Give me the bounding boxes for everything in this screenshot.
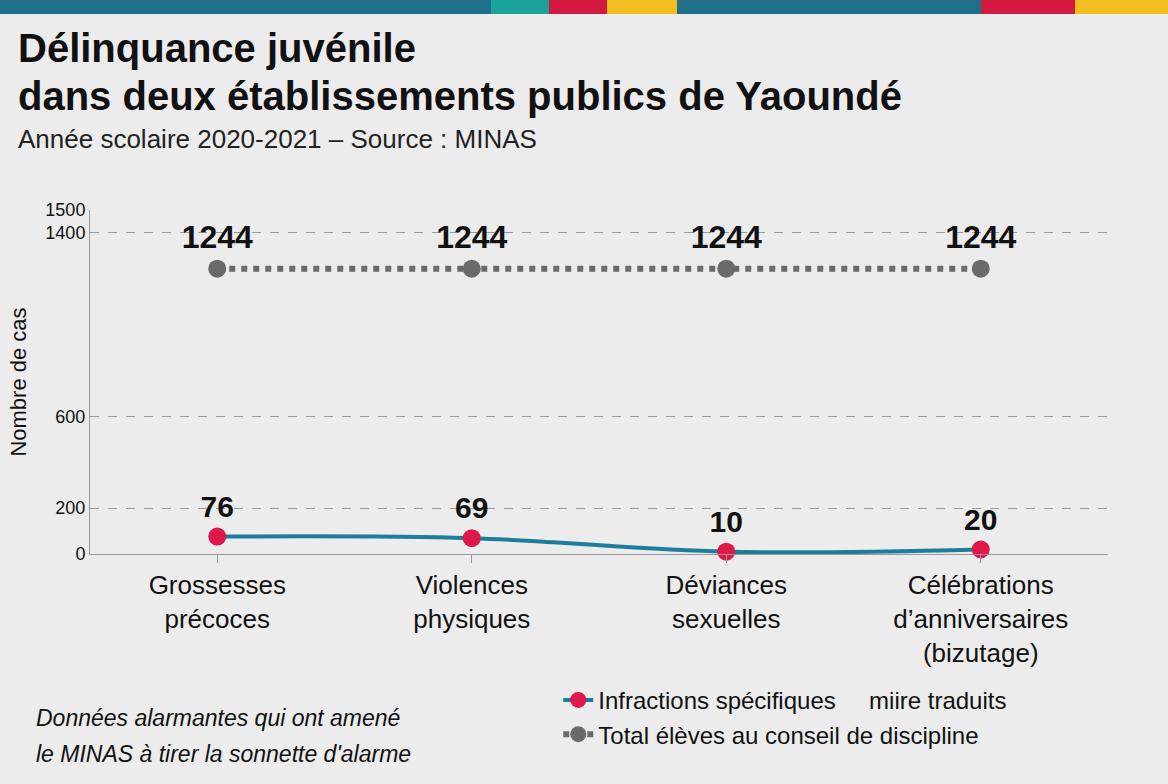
html-text:le MINAS à tirer la sonnette d: le MINAS à tirer la sonnette d'alarme xyxy=(36,741,412,767)
svg-text:76: 76 xyxy=(201,490,234,523)
html-text:Données alarmantes qui ont ame: Données alarmantes qui ont amené xyxy=(36,705,401,731)
svg-text:20: 20 xyxy=(964,503,997,536)
svg-text:1400: 1400 xyxy=(45,223,85,243)
svg-text:Nombre de cas: Nombre de cas xyxy=(6,307,31,456)
svg-text:Violencesphysiques: Violencesphysiques xyxy=(413,570,530,634)
html-text:Année scolaire 2020-2021 – Sou: Année scolaire 2020-2021 – Source : MINA… xyxy=(18,124,537,154)
svg-text:Célébrationsd’anniversaires(bi: Célébrationsd’anniversaires(bizutage) xyxy=(893,570,1068,668)
svg-text:1244: 1244 xyxy=(945,219,1016,255)
svg-text:600: 600 xyxy=(55,407,85,427)
svg-text:1244: 1244 xyxy=(436,219,507,255)
svg-text:1244: 1244 xyxy=(182,219,253,255)
svg-text:Déviancessexuelles: Déviancessexuelles xyxy=(666,570,787,634)
svg-text:200: 200 xyxy=(55,498,85,518)
svg-text:Grossessesprécoces: Grossessesprécoces xyxy=(149,570,286,634)
html-text:dans deux établissements publi: dans deux établissements publics de Yaou… xyxy=(18,74,902,118)
svg-text:69: 69 xyxy=(455,491,488,524)
svg-text:Total élèves au conseil de dis: Total élèves au conseil de discipline xyxy=(598,722,978,749)
svg-text:0: 0 xyxy=(75,544,85,564)
svg-text:Infractions spécifiques mi: Infractions spécifiques miire traduits xyxy=(598,687,1006,714)
svg-text:1500: 1500 xyxy=(45,200,85,220)
svg-text:1244: 1244 xyxy=(691,219,762,255)
svg-text:10: 10 xyxy=(710,505,743,538)
html-text:Délinquance juvénile: Délinquance juvénile xyxy=(18,26,416,70)
